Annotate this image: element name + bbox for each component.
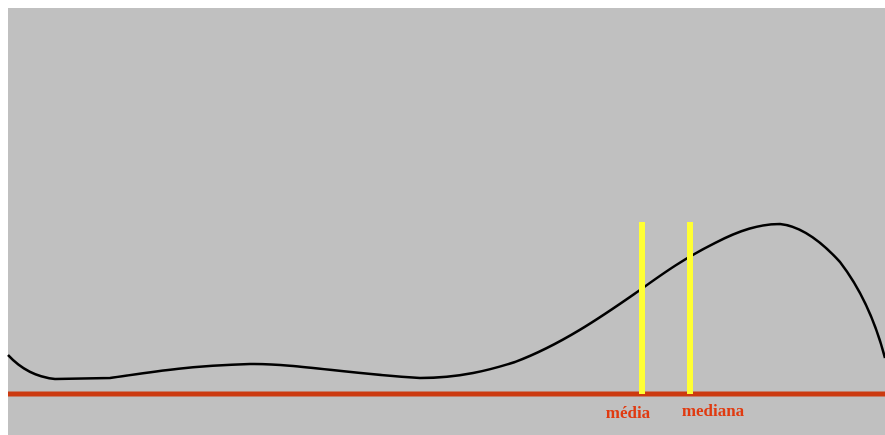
distribution-curve: [7, 222, 885, 381]
background: [8, 8, 885, 435]
median-label: mediana: [682, 401, 745, 420]
mean-label: média: [606, 403, 651, 422]
